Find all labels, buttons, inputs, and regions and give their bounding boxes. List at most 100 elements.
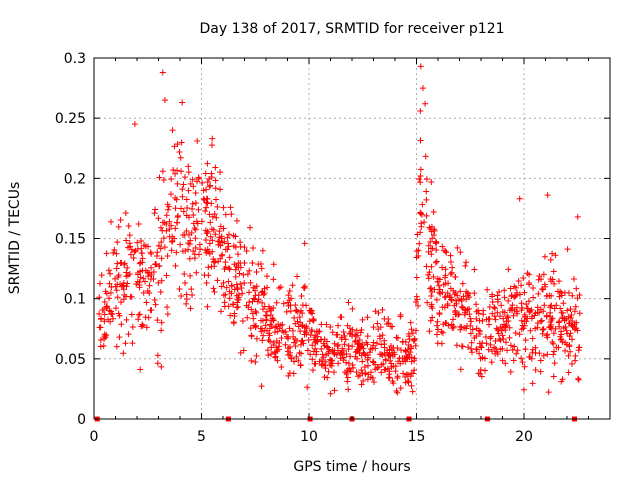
data-point: [160, 235, 167, 242]
axis-ticks: 0 0.05 0.1 0.15 0.2 0.25 0.3 0 5 10 15 20: [55, 51, 611, 445]
data-point: [358, 381, 365, 388]
data-point: [208, 142, 215, 149]
data-point: [244, 314, 251, 321]
data-point: [457, 323, 464, 330]
data-point: [291, 358, 298, 365]
data-point: [551, 348, 558, 355]
data-point: [108, 218, 115, 225]
data-point: [548, 292, 555, 299]
data-point: [458, 303, 465, 310]
data-point: [258, 328, 265, 335]
data-point: [356, 337, 363, 344]
data-point: [117, 216, 124, 223]
data-point: [350, 364, 357, 371]
data-point: [252, 308, 259, 315]
data-point: [526, 353, 533, 360]
data-point: [364, 314, 371, 321]
data-point: [576, 310, 583, 317]
data-point: [450, 324, 457, 331]
data-point: [438, 328, 445, 335]
data-point: [152, 301, 159, 308]
data-point: [230, 242, 237, 249]
data-point: [345, 299, 352, 306]
data-point: [208, 226, 215, 233]
data-point: [558, 292, 565, 299]
data-point: [544, 192, 551, 199]
data-point: [222, 246, 229, 253]
data-point: [537, 357, 544, 364]
data-point: [441, 274, 448, 281]
data-point: [567, 306, 574, 313]
data-point: [433, 239, 440, 246]
data-point: [540, 352, 547, 359]
data-point: [154, 317, 161, 324]
data-point: [422, 100, 429, 107]
data-point: [532, 325, 539, 332]
data-point: [286, 325, 293, 332]
data-point: [272, 353, 279, 360]
data-point: [476, 317, 483, 324]
data-point: [441, 294, 448, 301]
data-point: [390, 380, 397, 387]
data-point: [528, 306, 535, 313]
data-point: [182, 280, 189, 287]
data-point: [461, 311, 468, 318]
data-point: [452, 273, 459, 280]
data-point: [335, 322, 342, 329]
data-point: [539, 330, 546, 337]
data-point: [148, 271, 155, 278]
data-point: [299, 323, 306, 330]
data-point: [274, 357, 281, 364]
data-point: [575, 376, 582, 383]
data-point: [142, 243, 149, 250]
data-point: [557, 305, 564, 312]
data-point: [394, 345, 401, 352]
data-point: [409, 388, 416, 395]
data-point: [423, 196, 430, 203]
data-point: [454, 244, 461, 251]
data-point: [187, 180, 194, 187]
data-point: [475, 310, 482, 317]
data-point: [404, 378, 411, 385]
data-point: [356, 345, 363, 352]
data-point: [216, 234, 223, 241]
data-point: [347, 368, 354, 375]
data-point: [130, 255, 137, 262]
data-point: [436, 289, 443, 296]
data-point: [557, 328, 564, 335]
data-point: [394, 373, 401, 380]
data-point: [230, 301, 237, 308]
data-point: [389, 323, 396, 330]
data-point: [558, 309, 565, 316]
data-point: [112, 275, 119, 282]
data-point: [310, 348, 317, 355]
data-point: [136, 311, 143, 318]
data-point: [414, 302, 421, 309]
data-point: [338, 314, 345, 321]
data-point: [453, 300, 460, 307]
data-point: [417, 209, 424, 216]
y-tick-label: 0.3: [64, 51, 86, 67]
data-point: [434, 340, 441, 347]
data-point: [547, 309, 554, 316]
x-tick-label: 20: [515, 429, 533, 445]
data-point: [253, 283, 260, 290]
data-point: [181, 270, 188, 277]
data-point: [392, 368, 399, 375]
data-point: [300, 284, 307, 291]
data-point: [411, 367, 418, 374]
data-point: [567, 314, 574, 321]
data-point: [494, 296, 501, 303]
data-point: [187, 305, 194, 312]
data-point: [101, 318, 108, 325]
data-point: [323, 321, 330, 328]
data-point: [431, 227, 438, 234]
data-point: [481, 355, 488, 362]
data-point: [430, 209, 437, 216]
data-point: [569, 292, 576, 299]
data-point: [519, 304, 526, 311]
data-point: [161, 244, 168, 251]
data-point: [313, 328, 320, 335]
data-point: [349, 343, 356, 350]
data-point: [299, 310, 306, 317]
